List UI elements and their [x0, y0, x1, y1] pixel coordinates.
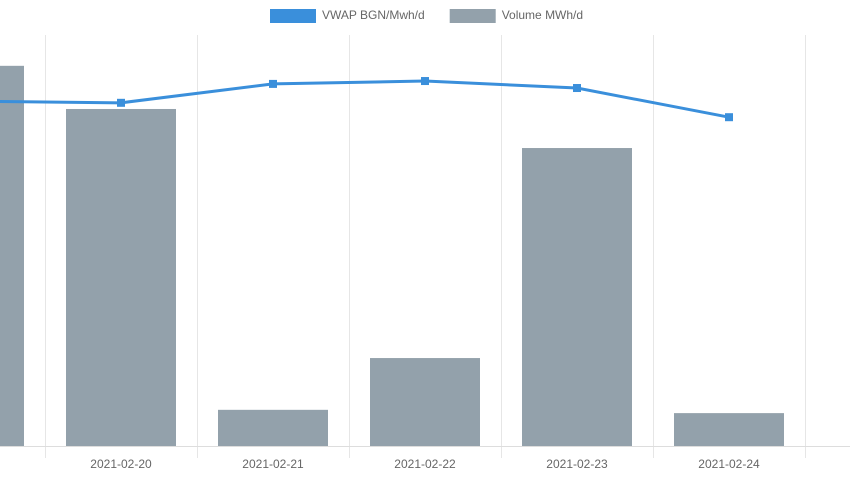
legend-swatch — [270, 9, 316, 23]
x-tick-label: 2021-02-24 — [698, 457, 760, 471]
point — [725, 113, 733, 122]
bar — [522, 148, 632, 446]
x-tick-label: 2021-02-20 — [90, 457, 152, 471]
point — [117, 98, 125, 107]
bar — [674, 413, 784, 446]
legend-swatch — [449, 9, 496, 23]
x-tick-label: 2021-02-21 — [242, 457, 304, 471]
legend-label: Volume MWh/d — [502, 8, 583, 22]
point — [573, 84, 581, 93]
x-tick-label: 2021-02-22 — [394, 457, 456, 471]
bar — [66, 108, 176, 446]
x-tick-label: 2021-02-23 — [546, 457, 608, 471]
line — [0, 79, 730, 119]
legend-label: VWAP BGN/Mwh/d — [322, 8, 425, 22]
bar — [0, 65, 24, 446]
bar — [218, 409, 328, 446]
point — [269, 79, 277, 88]
bar — [370, 358, 480, 446]
point — [421, 77, 429, 86]
